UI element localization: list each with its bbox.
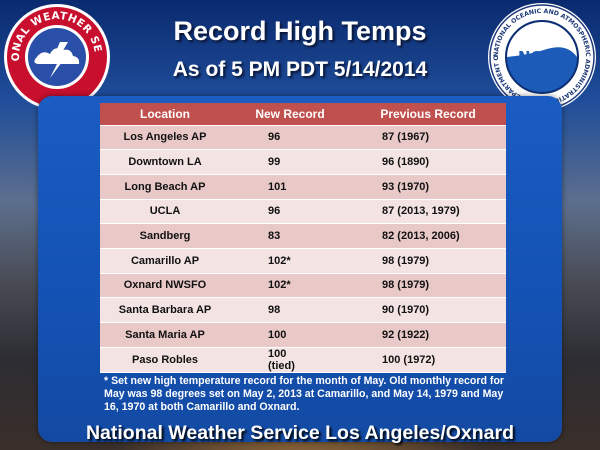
cell-new-record: 96	[230, 199, 350, 224]
table-row: Los Angeles AP 96 87 (1967)	[100, 125, 506, 150]
cell-previous-record: 98 (1979)	[350, 248, 506, 273]
cell-new-record: 100	[230, 323, 350, 348]
table-row: Santa Maria AP 100 92 (1922)	[100, 323, 506, 348]
column-header-previous-record: Previous Record	[350, 103, 506, 125]
records-table: Location New Record Previous Record Los …	[100, 103, 506, 373]
cell-new-record: 101	[230, 174, 350, 199]
slide-subtitle: As of 5 PM PDT 5/14/2014	[110, 58, 490, 82]
cell-previous-record: 87 (1967)	[350, 125, 506, 150]
cell-location: Paso Robles	[100, 347, 230, 372]
cell-previous-record: 82 (2013, 2006)	[350, 224, 506, 249]
table-row: Santa Barbara AP 98 90 (1970)	[100, 298, 506, 323]
cell-previous-record: 93 (1970)	[350, 174, 506, 199]
cell-location: Santa Barbara AP	[100, 298, 230, 323]
cell-previous-record: 90 (1970)	[350, 298, 506, 323]
cell-previous-record: 98 (1979)	[350, 273, 506, 298]
cell-new-record: 83	[230, 224, 350, 249]
cell-location: Long Beach AP	[100, 174, 230, 199]
cell-location: Los Angeles AP	[100, 125, 230, 150]
table-row: Sandberg 83 82 (2013, 2006)	[100, 224, 506, 249]
table-row: Oxnard NWSFO 102* 98 (1979)	[100, 273, 506, 298]
cell-previous-record: 96 (1890)	[350, 150, 506, 175]
cell-location: Sandberg	[100, 224, 230, 249]
svg-text:NOAA: NOAA	[518, 48, 567, 66]
table-row: Paso Robles 100 (tied) 100 (1972)	[100, 347, 506, 372]
cell-location: Downtown LA	[100, 150, 230, 175]
column-header-new-record: New Record	[230, 103, 350, 125]
cell-previous-record: 87 (2013, 1979)	[350, 199, 506, 224]
cell-new-record: 102*	[230, 248, 350, 273]
cell-new-record: 100 (tied)	[230, 347, 350, 372]
cell-previous-record: 100 (1972)	[350, 347, 506, 372]
slide-title: Record High Temps	[110, 16, 490, 47]
cell-new-record: 99	[230, 150, 350, 175]
cell-location: Santa Maria AP	[100, 323, 230, 348]
cell-new-record: 102*	[230, 273, 350, 298]
table-row: Camarillo AP 102* 98 (1979)	[100, 248, 506, 273]
cell-previous-record: 92 (1922)	[350, 323, 506, 348]
cell-new-record: 98	[230, 298, 350, 323]
footer-office-name: National Weather Service Los Angeles/Oxn…	[0, 422, 600, 445]
table-row: Downtown LA 99 96 (1890)	[100, 150, 506, 175]
footnote: * Set new high temperature record for th…	[104, 375, 514, 414]
table-row: Long Beach AP 101 93 (1970)	[100, 174, 506, 199]
column-header-location: Location	[100, 103, 230, 125]
table-row: UCLA 96 87 (2013, 1979)	[100, 199, 506, 224]
cell-location: UCLA	[100, 199, 230, 224]
cell-location: Oxnard NWSFO	[100, 273, 230, 298]
cell-location: Camarillo AP	[100, 248, 230, 273]
cell-new-record: 96	[230, 125, 350, 150]
table-header-row: Location New Record Previous Record	[100, 103, 506, 125]
